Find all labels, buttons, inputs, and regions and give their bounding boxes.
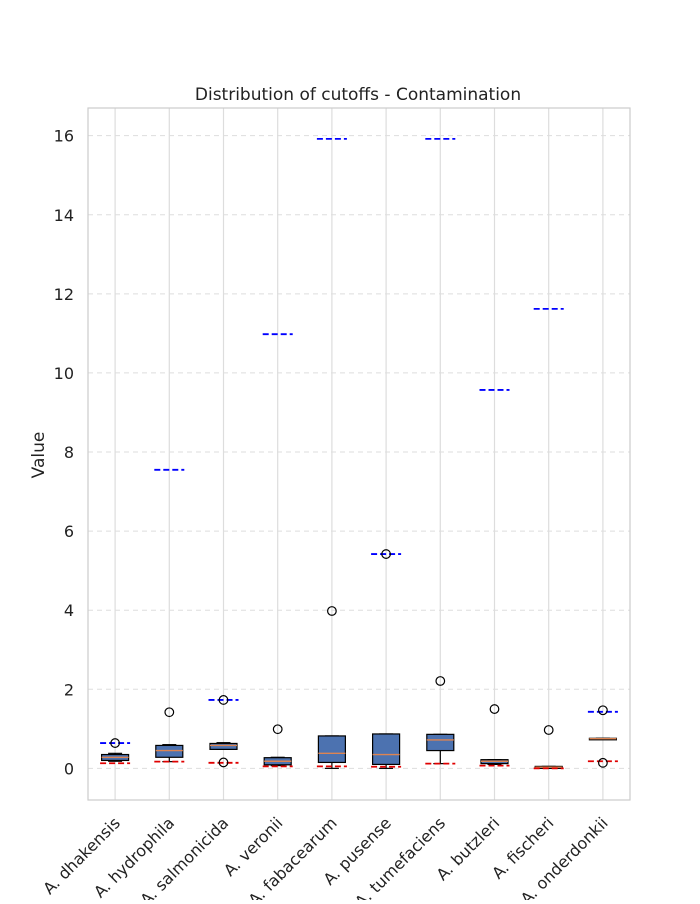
outlier-point (218, 757, 229, 768)
y-tick-label: 10 (54, 364, 74, 383)
box-group (479, 389, 510, 767)
box-group (208, 695, 239, 768)
box-group (533, 307, 564, 770)
grid-layer (88, 108, 630, 800)
outlier-point (598, 757, 608, 768)
y-tick-label: 2 (64, 680, 74, 699)
y-tick-label: 12 (54, 285, 74, 304)
outlier-point (327, 606, 337, 616)
box-iqr (155, 744, 184, 758)
y-tick-label: 6 (64, 522, 74, 541)
outlier-point (218, 695, 229, 705)
outlier-point (381, 549, 392, 559)
outlier-point (110, 738, 120, 748)
outlier-point (543, 725, 554, 735)
box-group (425, 137, 456, 765)
y-tick-label: 4 (64, 601, 74, 620)
marks-layer (100, 137, 618, 770)
outlier-point (489, 704, 500, 714)
outlier-point (598, 705, 608, 716)
box-group (316, 137, 347, 769)
y-tick-labels: 0 2 4 6 8 10 12 14 16 (54, 127, 74, 779)
outlier-point (272, 724, 283, 735)
box-group (262, 333, 293, 768)
x-tick-label: A. tumefaciens (351, 813, 449, 900)
y-tick-label: 16 (54, 127, 74, 146)
y-tick-label: 0 (64, 759, 74, 778)
chart-title: Distribution of cutoffs - Contamination (195, 85, 521, 105)
box-group (154, 468, 185, 763)
box-group (100, 738, 131, 765)
outlier-point (435, 676, 446, 686)
box-iqr (372, 733, 401, 766)
box-group (371, 549, 402, 769)
box-iqr (426, 733, 455, 752)
box-group (587, 705, 618, 768)
outlier-point (164, 707, 175, 718)
y-axis-label: Value (29, 432, 49, 479)
y-tick-label: 14 (54, 206, 74, 225)
box-iqr (209, 742, 238, 750)
axes-frame (87, 107, 631, 801)
box-iqr (317, 735, 346, 764)
y-tick-label: 8 (64, 443, 74, 462)
